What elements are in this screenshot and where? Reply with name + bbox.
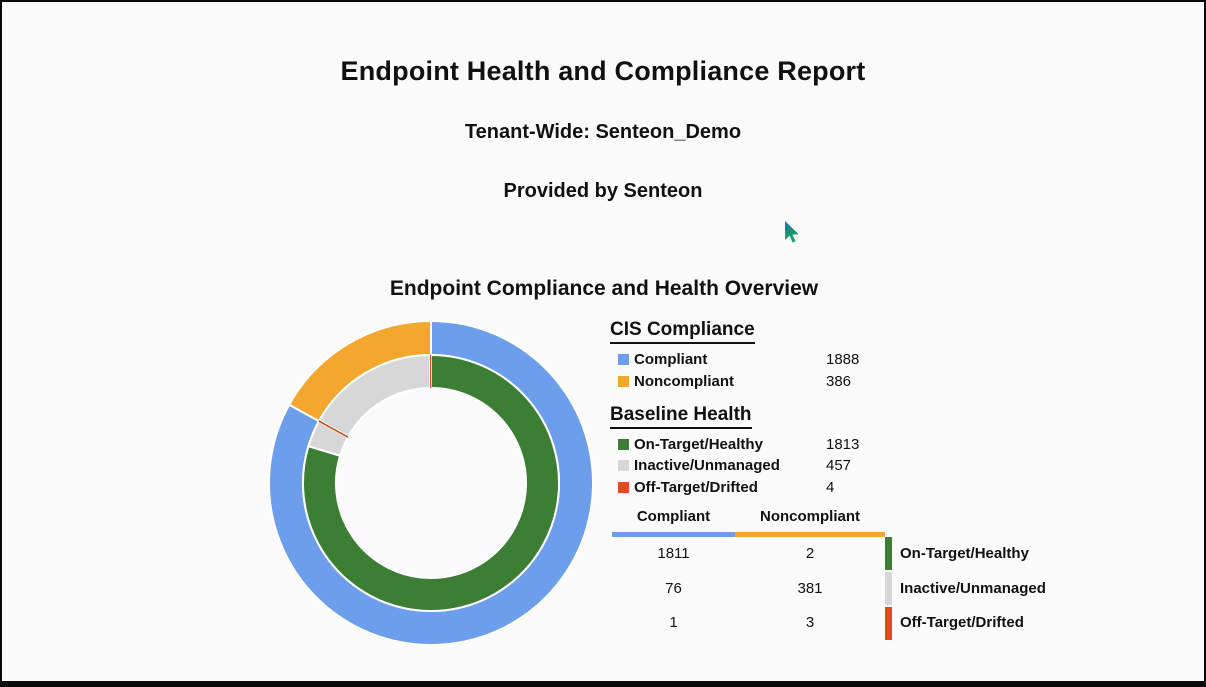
- frame-edge-top: [0, 0, 1206, 2]
- cell-compliant-on-target: 1811: [657, 545, 690, 563]
- tenant-subtitle: Tenant-Wide: Senteon_Demo: [464, 121, 742, 143]
- off-target-swatch-icon: [618, 481, 629, 493]
- off-target-bar-segment: [885, 606, 892, 640]
- donut-chart-svg: [268, 319, 594, 646]
- crosstab-header-compliant: Compliant: [612, 507, 735, 537]
- legend-item-value: 1888: [826, 351, 860, 369]
- cell-noncompliant-inactive: 381: [797, 579, 823, 597]
- legend-item-inactive: Inactive/Unmanaged 457: [610, 455, 900, 477]
- cell-noncompliant-on-target: 2: [805, 545, 815, 563]
- legend-item-noncompliant: Noncompliant 386: [610, 370, 900, 392]
- chart-legend: CIS Compliance Compliant 1888 Noncomplia…: [610, 319, 900, 498]
- cell-noncompliant-off-target: 3: [805, 614, 815, 632]
- crosstab-row-labels: On-Target/Healthy Inactive/Unmanaged Off…: [892, 537, 1046, 641]
- legend-item-value: 386: [826, 372, 852, 390]
- mouse-cursor-icon: [785, 221, 799, 243]
- legend-item-value: 4: [826, 478, 835, 496]
- inactive-swatch-icon: [618, 460, 629, 472]
- on-target-swatch-icon: [618, 438, 629, 450]
- crosstab-header-noncompliant: Noncompliant: [735, 507, 885, 537]
- frame-edge-bottom: [0, 681, 1206, 687]
- legend-item-label: Compliant: [634, 351, 708, 369]
- crosstab-header-row: Compliant Noncompliant: [612, 507, 885, 537]
- legend-item-value: 457: [826, 457, 852, 475]
- row-label-off-target: Off-Target/Drifted: [900, 614, 1024, 632]
- legend-item-on-target: On-Target/Healthy 1813: [610, 434, 900, 456]
- legend-item-value: 1813: [826, 435, 860, 453]
- legend-group-title: Baseline Health: [610, 404, 752, 429]
- row-label-inactive: Inactive/Unmanaged: [900, 579, 1046, 597]
- legend-item-label: Inactive/Unmanaged: [634, 457, 780, 475]
- donut-chart: [261, 313, 601, 653]
- row-label-on-target: On-Target/Healthy: [900, 545, 1029, 563]
- provider-subtitle: Provided by Senteon: [503, 180, 703, 202]
- legend-item-off-target: Off-Target/Drifted 4: [610, 477, 900, 499]
- compliance-health-crosstab: Compliant Noncompliant 1811 2 76 381 1 3…: [612, 507, 1046, 640]
- compliant-swatch-icon: [618, 354, 629, 366]
- legend-item-compliant: Compliant 1888: [610, 349, 900, 371]
- cell-compliant-inactive: 76: [665, 579, 682, 597]
- legend-item-label: Noncompliant: [634, 372, 734, 390]
- frame-edge-right: [1204, 0, 1206, 687]
- page-title: Endpoint Health and Compliance Report: [340, 56, 866, 86]
- noncompliant-swatch-icon: [618, 375, 629, 387]
- frame-edge-left: [0, 0, 2, 687]
- crosstab-values: 1811 2 76 381 1 3: [612, 537, 885, 641]
- legend-item-label: Off-Target/Drifted: [634, 478, 758, 496]
- legend-group-title: CIS Compliance: [610, 319, 755, 344]
- chart-section-title: Endpoint Compliance and Health Overview: [389, 277, 819, 300]
- inactive-bar-segment: [885, 571, 892, 605]
- cell-compliant-off-target: 1: [669, 614, 678, 632]
- legend-group-cis-compliance: CIS Compliance Compliant 1888 Noncomplia…: [610, 319, 900, 392]
- on-target-bar-segment: [885, 536, 892, 570]
- row-color-bar: [885, 536, 892, 640]
- legend-item-label: On-Target/Healthy: [634, 435, 763, 453]
- legend-group-baseline-health: Baseline Health On-Target/Healthy 1813 I…: [610, 404, 900, 498]
